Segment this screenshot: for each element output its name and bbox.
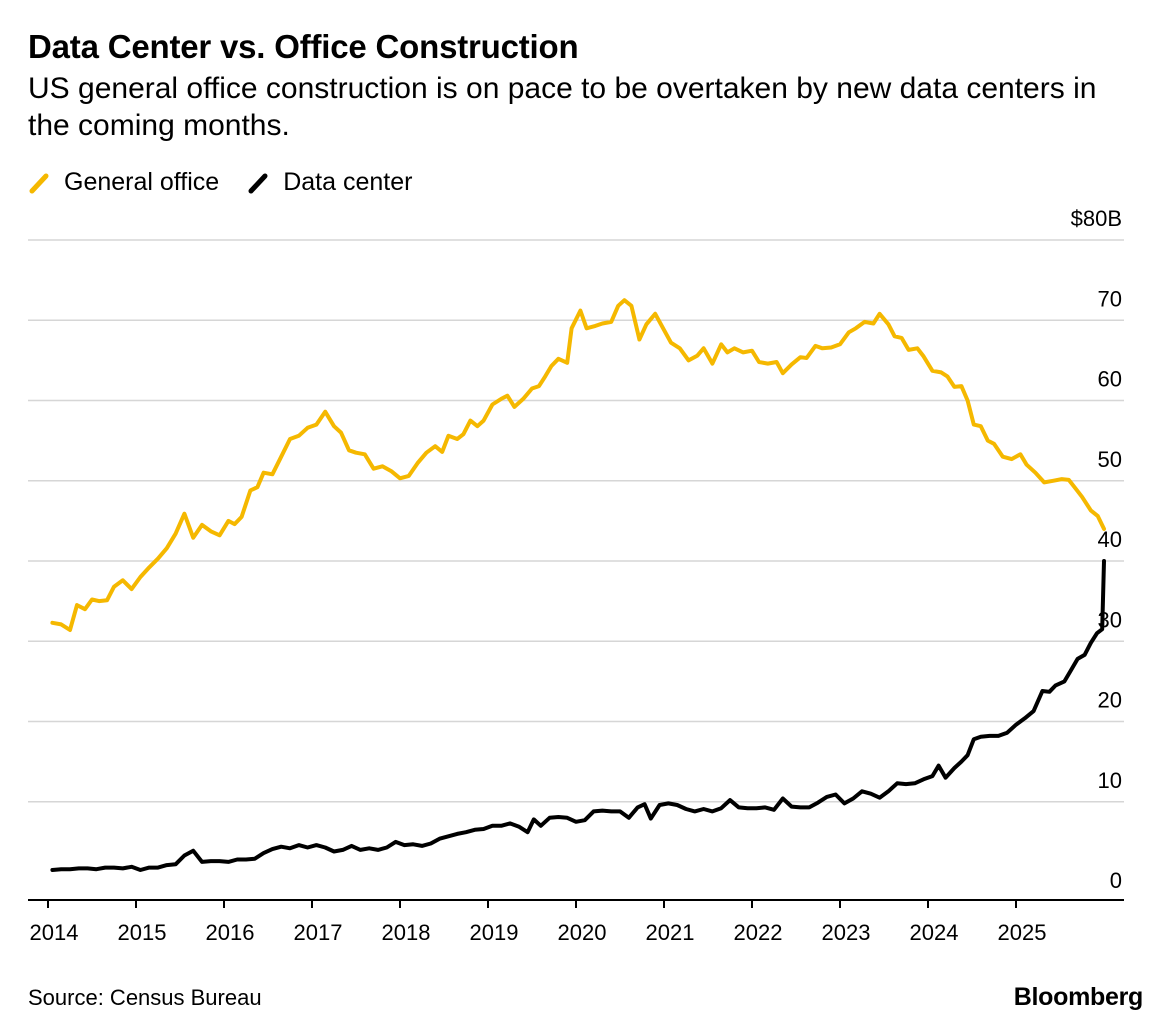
x-tick-label: 2017 [294, 920, 343, 945]
chart-subtitle: US general office construction is on pac… [28, 72, 1097, 142]
source-note: Source: Census Bureau [28, 985, 262, 1010]
legend-swatch-data-center [248, 173, 268, 193]
legend-item-general-office: General office [28, 168, 219, 197]
series-line-data-center [50, 559, 1106, 872]
x-tick-label: 2016 [206, 920, 255, 945]
series-lines [50, 298, 1106, 872]
y-tick-label: 10 [1098, 768, 1122, 793]
x-tick-label: 2024 [910, 920, 959, 945]
x-tick-label: 2023 [822, 920, 871, 945]
x-tick-label: 2014 [30, 920, 79, 945]
y-tick-label: 40 [1098, 527, 1122, 552]
legend-item-data-center: Data center [247, 168, 412, 197]
y-tick-label: 0 [1110, 868, 1122, 893]
x-tick-label: 2022 [734, 920, 783, 945]
legend-swatch-icon [29, 173, 49, 193]
y-tick-label: 20 [1098, 688, 1122, 713]
legend-label-data-center: Data center [283, 168, 413, 196]
y-tick-label: 70 [1098, 286, 1122, 311]
series-line-general-office [50, 298, 1106, 632]
x-tick-label: 2019 [470, 920, 519, 945]
legend-swatch-icon [248, 173, 268, 193]
legend-swatch-general-office [29, 173, 49, 193]
y-tick-label: 50 [1098, 447, 1122, 472]
y-tick-label: $80B [1071, 206, 1122, 231]
x-axis: 2014 2015 2016 2017 2018 2019 2020 2021 2022 2023… [28, 899, 1124, 945]
y-tick-label: 60 [1098, 367, 1122, 392]
legend-label-general-office: General office [64, 168, 220, 196]
brand-logo: Bloomberg [1013, 983, 1144, 1011]
x-tick-label: 2018 [382, 920, 431, 945]
chart-title: Data Center vs. Office Construction [28, 28, 579, 65]
x-tick-label: 2020 [558, 920, 607, 945]
gridlines [28, 239, 1124, 803]
x-tick-label: 2015 [118, 920, 167, 945]
x-tick-label: 2025 [998, 920, 1047, 945]
legend: General office Data center [28, 168, 440, 197]
x-tick-label: 2021 [646, 920, 695, 945]
